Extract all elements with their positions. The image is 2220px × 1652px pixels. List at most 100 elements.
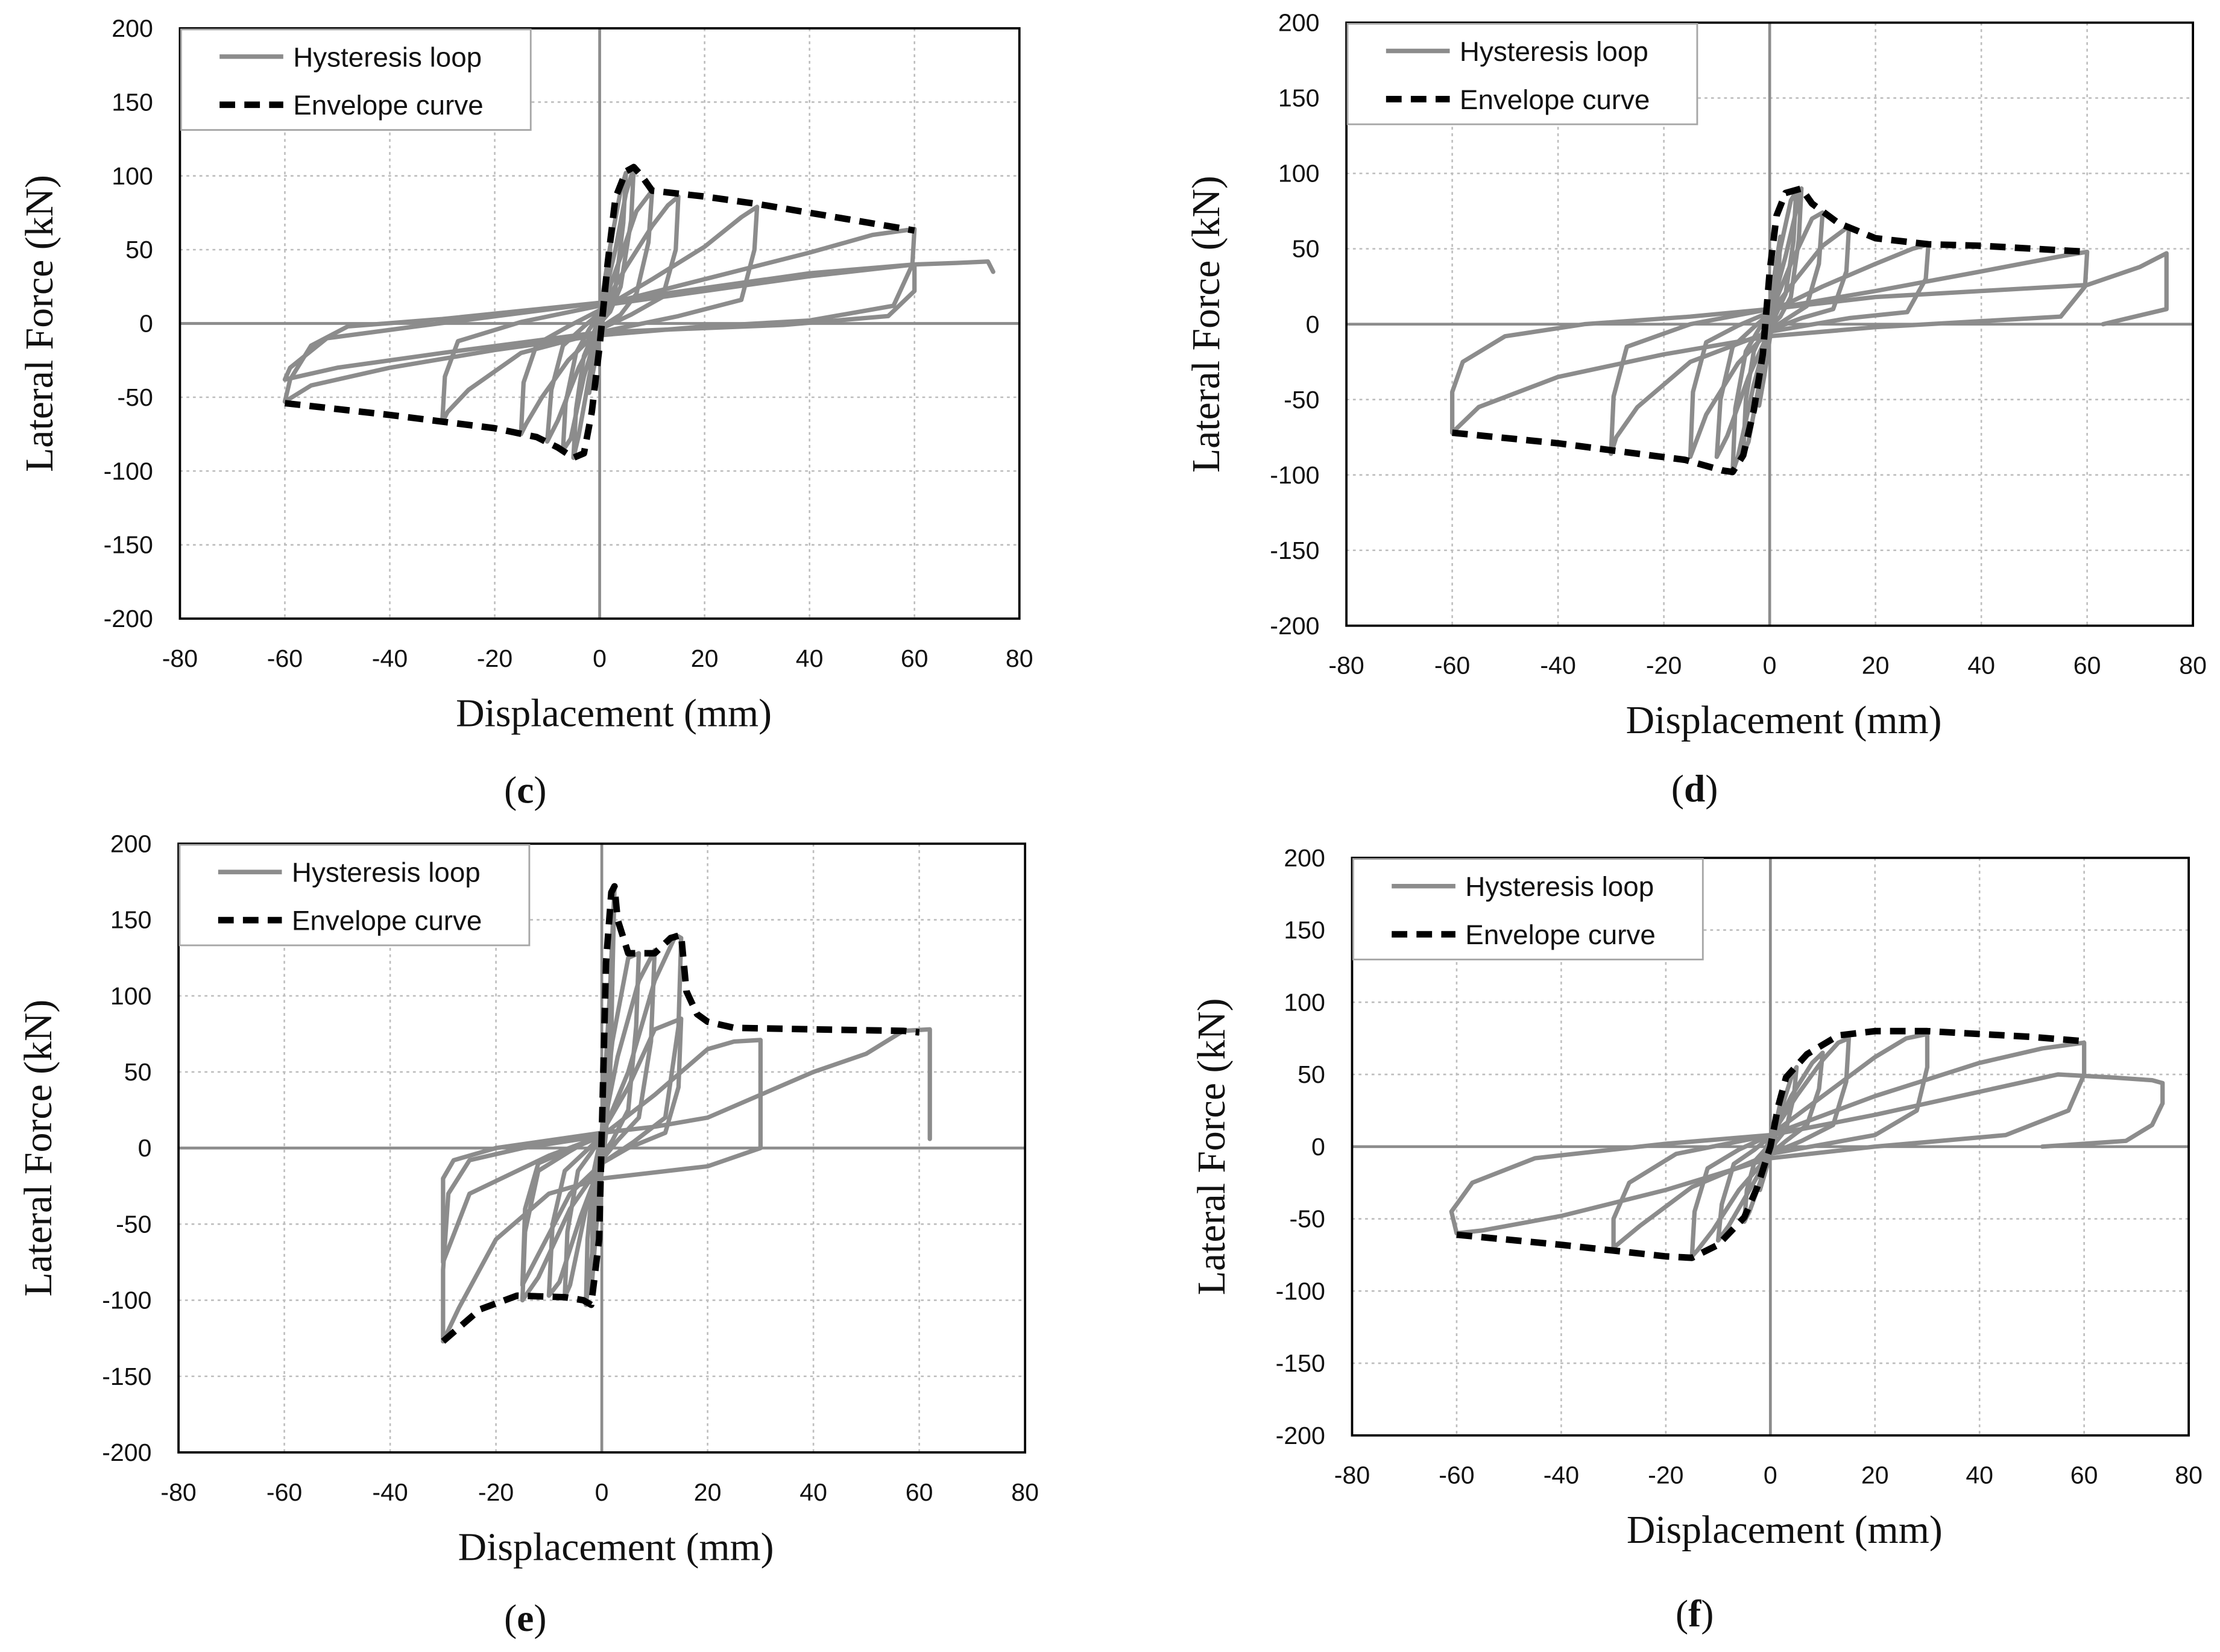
hysteresis-cycle <box>1767 251 2169 327</box>
y-tick-label: -200 <box>102 1439 151 1466</box>
panel-label: (e) <box>504 1597 546 1639</box>
y-tick-label: 50 <box>125 236 153 263</box>
hysteresis-cycle <box>441 1038 763 1344</box>
y-tick-label: 0 <box>139 310 153 338</box>
x-tick-label: 40 <box>796 645 824 672</box>
legend: Hysteresis loop Envelope curve <box>1346 23 1698 125</box>
hysteresis-cycle <box>561 165 636 453</box>
legend-box <box>1346 23 1698 125</box>
x-tick-label: 80 <box>1006 645 1033 672</box>
x-axis-title: Displacement (mm) <box>1626 698 1942 742</box>
y-tick-label: -150 <box>102 1363 151 1390</box>
x-tick-label: -60 <box>267 645 303 672</box>
y-tick-label: 0 <box>138 1134 152 1162</box>
x-tick-label: 20 <box>1862 652 1890 679</box>
x-tick-label: -20 <box>1646 652 1682 679</box>
y-axis-title: Lateral Force (kN) <box>16 1000 60 1297</box>
y-tick-label: -150 <box>1270 537 1319 564</box>
hysteresis-cycle <box>441 1130 604 1265</box>
hysteresis-cycle <box>1768 1072 2165 1149</box>
y-tick-label: -50 <box>116 1210 151 1238</box>
y-tick-label: -50 <box>117 383 153 411</box>
x-tick-label: 80 <box>2175 1461 2203 1489</box>
x-tick-label: -40 <box>372 645 408 672</box>
legend-box <box>180 28 532 131</box>
envelope-curve-series <box>441 883 920 1344</box>
hysteresis-cycle <box>599 1027 932 1141</box>
x-tick-label: -80 <box>1334 1461 1370 1489</box>
panel-label: (c) <box>504 769 546 811</box>
envelope-curve <box>284 163 915 461</box>
x-tick-labels: -80 -60 -40 -20 0 20 40 60 80 <box>1328 652 2207 679</box>
y-tick-label: -150 <box>104 531 153 559</box>
y-tick-label: -100 <box>1270 461 1319 489</box>
hysteresis-loop-series <box>1449 186 2169 474</box>
x-axis-title: Displacement (mm) <box>458 1525 774 1569</box>
x-tick-label: -60 <box>266 1478 302 1506</box>
y-tick-label: 200 <box>1278 9 1320 37</box>
x-tick-label: 20 <box>694 1478 722 1506</box>
x-tick-labels: -80 -60 -40 -20 0 20 40 60 80 <box>162 645 1033 672</box>
y-tick-label: 0 <box>1311 1133 1325 1161</box>
y-tick-label: 200 <box>110 830 152 857</box>
chart-panel-c: Hysteresis loop Envelope curve -80 -60 -40 -2… <box>17 14 1033 811</box>
x-tick-label: -20 <box>478 1478 514 1506</box>
hysteresis-cycle <box>520 1016 684 1287</box>
y-tick-label: -150 <box>1276 1349 1325 1377</box>
y-tick-label: 200 <box>1284 844 1325 872</box>
x-tick-label: 0 <box>593 645 607 672</box>
legend-label-envelope: Envelope curve <box>292 906 482 936</box>
legend-box <box>1352 858 1704 960</box>
envelope-curve-series <box>284 163 915 461</box>
hysteresis-cycle <box>1449 1040 2087 1236</box>
y-tick-label: 100 <box>1284 988 1325 1016</box>
x-tick-label: 60 <box>2070 1461 2098 1489</box>
legend: Hysteresis loop Envelope curve <box>178 843 531 947</box>
y-tick-label: 0 <box>1306 311 1320 338</box>
x-tick-label: 20 <box>691 645 719 672</box>
y-tick-labels: -200 -150 -100 -50 0 50 100 150 200 <box>104 14 153 632</box>
plot-frame <box>177 842 1027 1454</box>
y-tick-label: -200 <box>104 605 153 632</box>
envelope-curve-series <box>1456 1027 2085 1261</box>
y-tick-label: 100 <box>112 162 153 190</box>
x-tick-labels: -80 -60 -40 -20 0 20 40 60 80 <box>1334 1461 2203 1489</box>
chart-panel-d: Hysteresis loop Envelope curve -80 -60 -40 -2… <box>1184 9 2207 810</box>
x-axis-title: Displacement (mm) <box>1627 1508 1943 1552</box>
x-tick-label: 0 <box>595 1478 609 1506</box>
x-tick-label: 80 <box>1011 1478 1039 1506</box>
x-tick-label: -40 <box>372 1478 408 1506</box>
x-tick-label: 40 <box>1967 652 1995 679</box>
legend-label-hysteresis: Hysteresis loop <box>292 857 481 888</box>
plot-frame <box>1351 856 2190 1437</box>
x-tick-label: 0 <box>1764 1461 1777 1489</box>
legend: Hysteresis loop Envelope curve <box>1352 858 1704 960</box>
y-tick-labels: -200 -150 -100 -50 0 50 100 150 200 <box>1270 9 1319 640</box>
y-tick-label: -100 <box>104 457 153 485</box>
hysteresis-cycle <box>1609 242 1931 456</box>
y-tick-label: 50 <box>1292 235 1320 263</box>
y-tick-labels: -200 -150 -100 -50 0 50 100 150 200 <box>102 830 151 1466</box>
legend-label-envelope: Envelope curve <box>1460 84 1650 115</box>
x-tick-label: -60 <box>1434 652 1470 679</box>
x-tick-label: -20 <box>1648 1461 1683 1489</box>
y-tick-label: 150 <box>1278 84 1320 112</box>
y-tick-labels: -200 -150 -100 -50 0 50 100 150 200 <box>1276 844 1325 1449</box>
y-axis-title: Lateral Force (kN) <box>1184 175 1228 473</box>
x-tick-label: 60 <box>901 645 929 672</box>
x-tick-label: 20 <box>1861 1461 1889 1489</box>
x-tick-label: 40 <box>1966 1461 1993 1489</box>
chart-panel-e: Hysteresis loop Envelope curve -80 -60 -40 -2… <box>16 830 1039 1639</box>
y-tick-label: -50 <box>1290 1205 1325 1233</box>
y-tick-label: -200 <box>1270 612 1319 640</box>
x-tick-label: 60 <box>906 1478 933 1506</box>
x-tick-label: -80 <box>162 645 198 672</box>
y-tick-label: 150 <box>1284 916 1325 944</box>
x-tick-label: 80 <box>2179 652 2207 679</box>
legend-label-envelope: Envelope curve <box>1465 919 1655 950</box>
x-tick-label: -80 <box>1328 652 1364 679</box>
y-tick-label: 150 <box>110 906 152 934</box>
x-tick-labels: -80 -60 -40 -20 0 20 40 60 80 <box>160 1478 1039 1506</box>
legend-label-hysteresis: Hysteresis loop <box>1460 36 1648 67</box>
x-tick-label: -20 <box>477 645 512 672</box>
